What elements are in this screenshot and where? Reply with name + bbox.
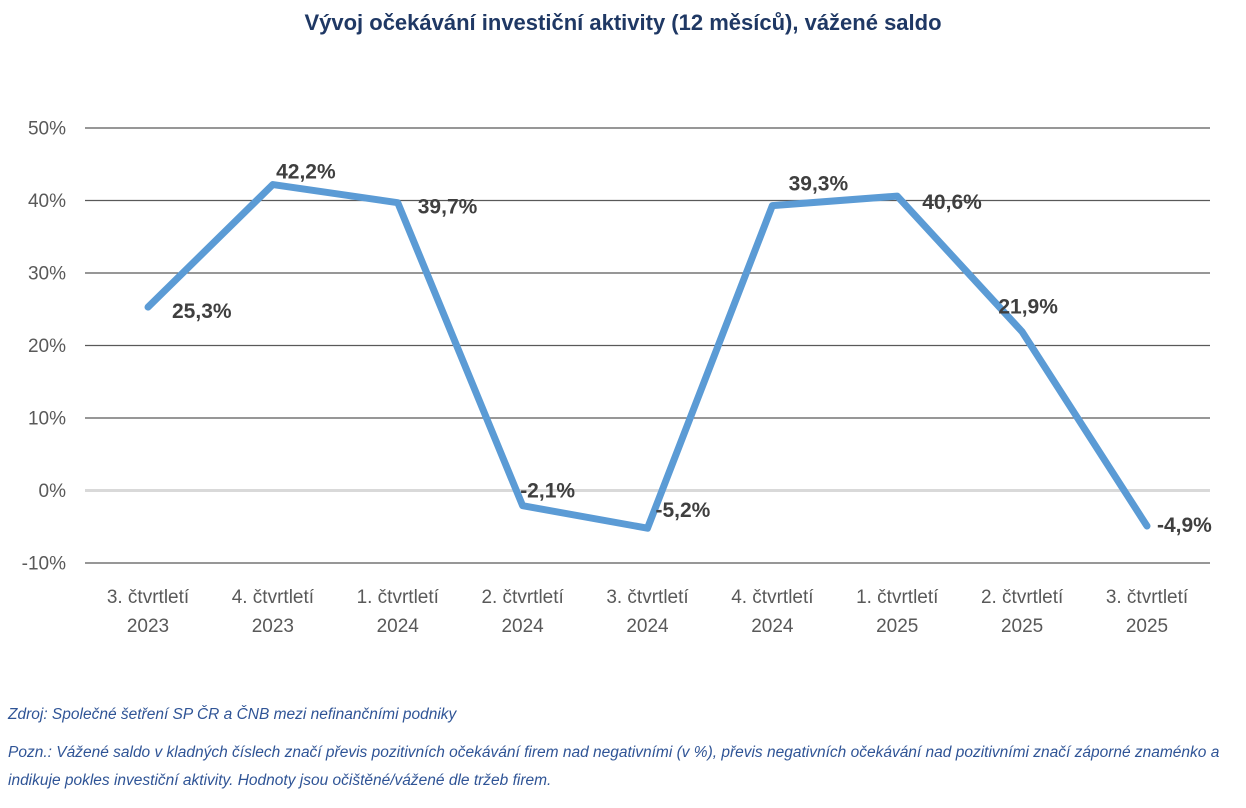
line-chart: 50% 40% 30% 20% 10% 0% -10% 3. čtvrtletí 2023 4. … (22, 119, 1213, 638)
x-axis-category-label: 1. čtvrtletí (357, 587, 440, 608)
data-point-label: 39,7% (418, 196, 478, 219)
x-axis-category-label: 4. čtvrtletí (731, 587, 814, 608)
data-point-label: 25,3% (172, 300, 232, 323)
y-axis-tick-label: 10% (28, 409, 66, 430)
data-point-label: -2,1% (520, 480, 575, 503)
series-line (144, 181, 1151, 532)
x-axis-category-label: 1. čtvrtletí (856, 587, 939, 608)
x-axis-category-label-year: 2024 (626, 616, 669, 637)
y-axis-tick-label: 0% (39, 481, 67, 502)
x-axis-category-label: 2. čtvrtletí (481, 587, 564, 608)
x-axis-category-label-year: 2023 (127, 616, 169, 637)
y-axis-tick-label: 40% (28, 191, 66, 212)
x-axis-category-label-year: 2024 (751, 616, 794, 637)
data-point-label: -4,9% (1157, 514, 1212, 537)
x-axis-category-label-year: 2025 (1001, 616, 1043, 637)
chart-title: Vývoj očekávání investiční aktivity (12 … (304, 10, 942, 35)
data-point-label: 42,2% (276, 161, 336, 184)
y-axis-tick-label: 20% (28, 336, 66, 357)
x-axis-category-label-year: 2025 (876, 616, 918, 637)
x-axis-category-label: 3. čtvrtletí (606, 587, 689, 608)
x-axis-category-label: 3. čtvrtletí (1106, 587, 1189, 608)
data-point-label: 40,6% (922, 191, 982, 214)
x-axis-category-label-year: 2025 (1126, 616, 1168, 637)
y-axis-tick-label: 50% (28, 119, 66, 140)
data-point-label: -5,2% (656, 499, 711, 522)
x-axis-category-label: 4. čtvrtletí (232, 587, 315, 608)
note-text: Pozn.: Vážené saldo v kladných číslech z… (8, 744, 1220, 789)
y-axis-tick-label: 30% (28, 264, 66, 285)
x-axis-category-label: 2. čtvrtletí (981, 587, 1064, 608)
x-axis-category-label-year: 2024 (501, 616, 544, 637)
y-axis-tick-label: -10% (22, 554, 66, 575)
data-point-label: 21,9% (998, 296, 1058, 319)
x-axis-category-label: 3. čtvrtletí (107, 587, 190, 608)
source-text: Zdroj: Společné šetření SP ČR a ČNB mezi… (8, 706, 457, 723)
data-point-label: 39,3% (789, 173, 849, 196)
x-axis-category-label-year: 2023 (252, 616, 294, 637)
x-axis-category-label-year: 2024 (377, 616, 420, 637)
